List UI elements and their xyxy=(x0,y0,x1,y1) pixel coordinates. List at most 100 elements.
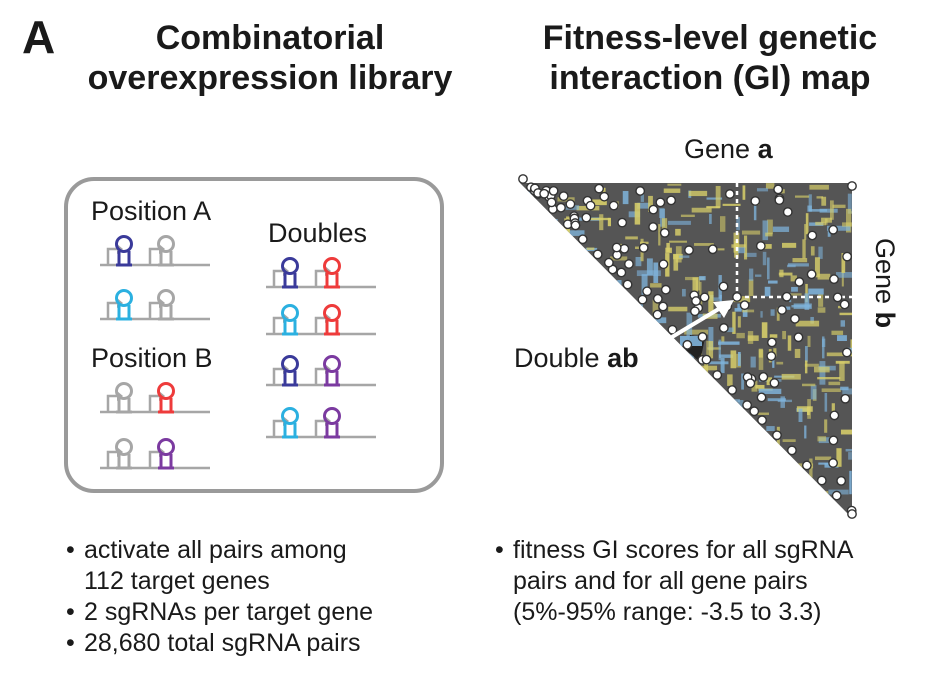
gi-score-patch xyxy=(680,214,695,218)
gi-score-patch xyxy=(525,487,545,491)
gi-score-patch xyxy=(769,334,778,338)
gi-score-patch xyxy=(785,464,791,474)
gi-score-patch xyxy=(839,312,852,316)
gi-score-patch xyxy=(762,251,767,266)
gi-marker xyxy=(622,279,633,290)
gi-marker xyxy=(624,259,634,269)
gi-score-patch xyxy=(600,402,608,408)
gi-score-patch xyxy=(535,379,541,390)
gi-score-patch xyxy=(571,403,596,408)
gi-score-patch xyxy=(632,503,657,510)
gi-score-patch xyxy=(818,462,834,465)
gi-score-patch xyxy=(689,346,695,366)
gi-marker xyxy=(757,415,767,426)
gi-score-patch xyxy=(814,257,820,278)
gi-score-patch xyxy=(840,429,852,435)
gi-score-patch xyxy=(520,374,539,379)
gi-score-patch xyxy=(667,183,682,186)
gi-score-patch xyxy=(640,193,644,202)
gi-score-patch xyxy=(755,274,762,277)
gi-score-patch xyxy=(758,437,764,457)
gi-score-patch xyxy=(630,452,651,458)
gi-score-patch xyxy=(537,318,540,331)
gi-score-patch xyxy=(608,505,625,511)
gi-score-patch xyxy=(529,461,536,464)
gi-score-patch xyxy=(597,443,600,466)
gi-score-patch xyxy=(547,505,554,518)
gi-score-patch xyxy=(842,388,852,395)
gi-score-patch xyxy=(651,436,666,443)
gi-score-patch xyxy=(673,253,683,260)
gi-marker xyxy=(745,378,756,389)
gi-score-patch xyxy=(740,458,758,463)
gi-marker xyxy=(697,332,708,342)
gi-score-patch xyxy=(841,270,844,287)
gi-score-patch xyxy=(838,517,843,518)
gi-score-patch xyxy=(578,295,582,313)
gi-score-patch xyxy=(781,373,801,380)
gi-score-patch xyxy=(600,484,603,496)
gi-score-patch xyxy=(534,483,544,487)
gi-score-patch xyxy=(534,501,548,508)
gi-score-patch xyxy=(670,373,691,376)
gi-score-patch xyxy=(733,296,751,303)
gi-score-patch xyxy=(749,268,754,281)
gi-score-patch xyxy=(697,488,721,491)
gi-score-patch xyxy=(787,493,793,515)
gi-score-patch xyxy=(817,436,827,442)
gi-score-patch xyxy=(520,454,535,460)
gi-score-patch xyxy=(563,430,572,436)
gi-score-patch xyxy=(537,454,543,473)
gi-score-patch xyxy=(727,374,733,386)
gi-score-patch xyxy=(634,500,647,505)
gi-marker xyxy=(829,410,840,421)
gi-score-patch xyxy=(719,216,726,232)
gi-score-patch xyxy=(736,332,745,339)
gi-score-patch xyxy=(737,351,741,366)
gi-score-patch xyxy=(731,244,746,248)
gi-score-patch xyxy=(648,195,653,212)
double-ab-label: Double ab xyxy=(514,343,639,373)
gi-score-patch xyxy=(798,408,803,423)
gi-score-patch xyxy=(587,464,592,488)
gi-score-patch xyxy=(556,491,569,496)
gi-marker xyxy=(617,217,628,228)
panel-label: A xyxy=(22,11,56,63)
gi-score-patch xyxy=(769,487,774,503)
gi-score-patch xyxy=(564,264,570,289)
gi-score-patch xyxy=(669,431,677,435)
gi-score-patch xyxy=(640,490,650,496)
gi-score-patch xyxy=(580,429,603,432)
gi-score-patch xyxy=(777,399,792,403)
gi-score-patch xyxy=(724,510,732,514)
gi-score-patch xyxy=(593,495,616,501)
gi-score-patch xyxy=(836,448,842,467)
gi-score-patch xyxy=(610,284,614,301)
gi-score-patch xyxy=(602,381,607,400)
gi-marker xyxy=(638,243,649,253)
gi-score-patch xyxy=(787,335,792,351)
gi-score-patch xyxy=(683,388,695,395)
gi-score-patch xyxy=(709,341,714,359)
gi-score-patch xyxy=(650,283,662,288)
library-bullets: activate all pairs among 112 target gene… xyxy=(66,535,466,659)
library-title: Combinatorial overexpression library xyxy=(70,18,470,98)
gi-score-patch xyxy=(727,497,740,501)
gi-score-patch xyxy=(590,480,598,484)
gi-map-title-line1: Fitness-level genetic xyxy=(542,19,878,57)
gi-marker xyxy=(666,195,677,206)
gi-score-patch xyxy=(577,283,589,288)
gi-marker xyxy=(773,184,784,195)
gi-score-patch xyxy=(750,356,756,368)
gi-score-patch xyxy=(640,241,649,244)
gi-score-patch xyxy=(652,299,659,320)
gi-score-patch xyxy=(618,483,624,506)
gi-score-patch xyxy=(635,246,642,249)
gi-score-patch xyxy=(747,335,759,341)
gi-marker xyxy=(577,234,588,245)
gi-score-patch xyxy=(776,307,780,321)
gi-score-patch xyxy=(576,412,583,431)
gi-score-patch xyxy=(720,357,725,374)
gi-score-patch xyxy=(617,305,622,313)
gi-marker xyxy=(599,191,610,202)
